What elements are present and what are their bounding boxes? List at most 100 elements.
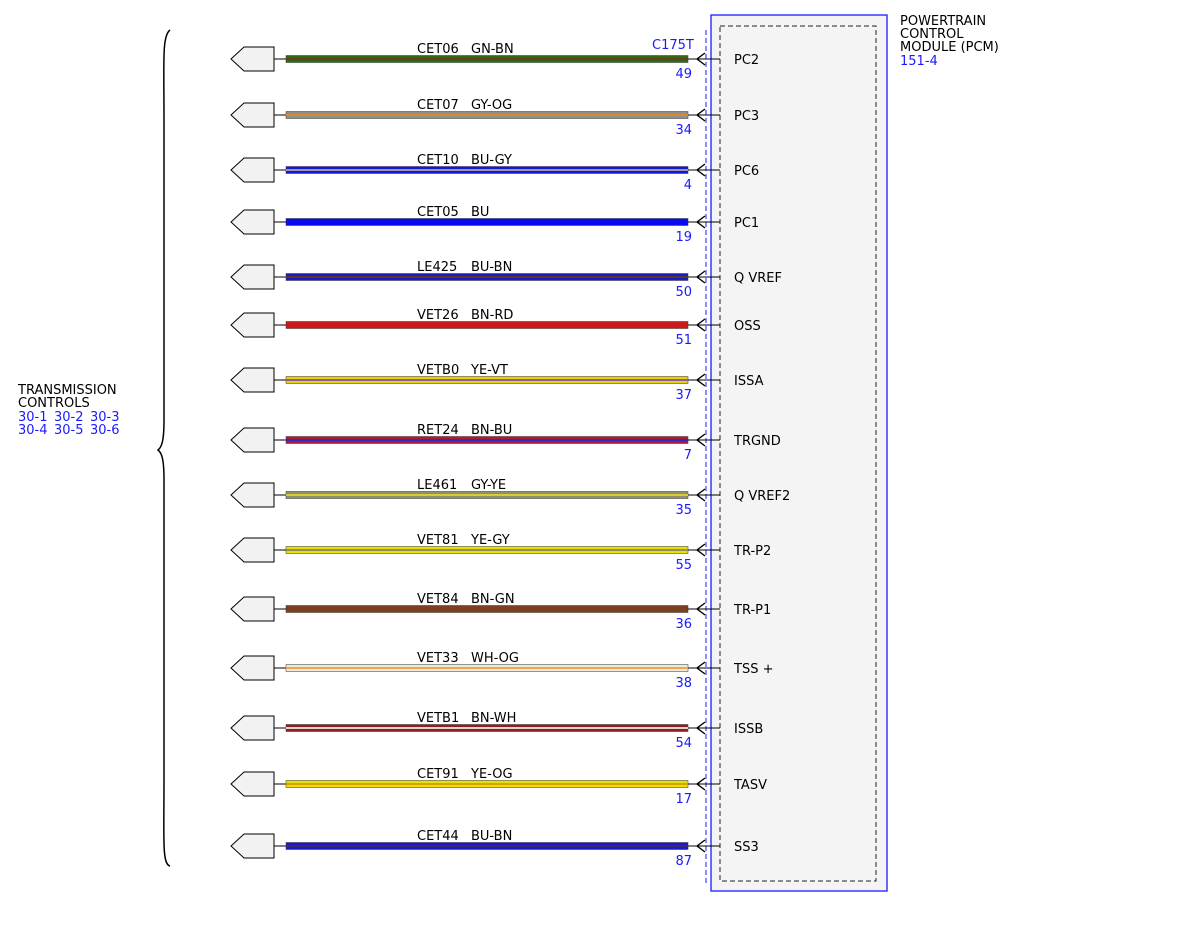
wire-stripe xyxy=(286,169,688,171)
terminal-connector-icon xyxy=(230,427,275,453)
wire-cet10[interactable]: CET10 BU-GY 4 PC6 xyxy=(230,153,759,193)
pin-number: 38 xyxy=(675,676,692,691)
pin-arrow-icon xyxy=(695,543,706,557)
pin-number: 34 xyxy=(675,123,692,138)
wire-le461[interactable]: LE461 GY-YE 35 Q VREF2 xyxy=(230,478,790,518)
pin-arrow-icon xyxy=(695,270,706,284)
connector-id[interactable]: C175T xyxy=(652,38,694,53)
wire-stripe xyxy=(286,58,688,60)
wire-vet84[interactable]: VET84 BN-GN 36 TR-P1 xyxy=(230,592,771,632)
wire-le425[interactable]: LE425 BU-BN 50 Q VREF xyxy=(230,260,782,300)
wire-vetb1[interactable]: VETB1 BN-WH 54 ISSB xyxy=(230,711,763,751)
pin-signal-name: TRGND xyxy=(733,434,781,449)
pin-signal-name: OSS xyxy=(734,319,761,334)
wire-color-code: BU xyxy=(471,205,489,220)
pin-signal-name: TSS + xyxy=(733,662,773,677)
pin-arrow-icon xyxy=(695,318,706,332)
pin-arrow-icon xyxy=(695,215,706,229)
pin-number: 19 xyxy=(675,230,692,245)
wire-stripe xyxy=(286,549,688,551)
pin-signal-name: PC6 xyxy=(734,164,759,179)
wire-stripe xyxy=(286,727,688,729)
wire-circuit-label: CET05 xyxy=(417,205,459,220)
module-title-line-1: POWERTRAIN xyxy=(900,14,986,29)
pin-arrow-icon xyxy=(695,721,706,735)
pin-arrow-icon xyxy=(695,661,706,675)
pin-arrow-icon xyxy=(695,488,706,502)
wire-color-code: YE-VT xyxy=(470,363,508,378)
pin-arrow-icon xyxy=(695,52,706,66)
pin-number: 35 xyxy=(675,503,692,518)
pin-signal-name: SS3 xyxy=(734,840,759,855)
wire-color-code: WH-OG xyxy=(471,651,519,666)
wire-circuit-label: CET06 xyxy=(417,42,459,57)
wire-vet26[interactable]: VET26 BN-RD 51 OSS xyxy=(230,308,761,348)
wire-color-code: BN-GN xyxy=(471,592,515,607)
transmission-controls-label: TRANSMISSION CONTROLS 30-1 30-2 30-3 30-… xyxy=(17,383,120,438)
wire-circuit-label: CET44 xyxy=(417,829,459,844)
pin-signal-name: Q VREF xyxy=(734,271,782,286)
wire-stripe xyxy=(286,379,688,381)
ref-link-30-3[interactable]: 30-3 xyxy=(90,410,120,425)
wire-color-code: GY-OG xyxy=(471,98,512,113)
wire-vet81[interactable]: VET81 YE-GY 55 TR-P2 xyxy=(230,533,771,573)
wire-stripe xyxy=(286,845,688,847)
wire-vetb0[interactable]: VETB0 YE-VT 37 ISSA xyxy=(230,363,764,403)
pin-number: 50 xyxy=(675,285,692,300)
pin-number: 87 xyxy=(675,854,692,869)
ref-link-30-1[interactable]: 30-1 xyxy=(18,410,48,425)
wire-color-code: BN-RD xyxy=(471,308,513,323)
wire-cet91[interactable]: CET91 YE-OG 17 TASV xyxy=(230,767,767,807)
wire-circuit-label: VET33 xyxy=(417,651,459,666)
module-ref-link[interactable]: 151-4 xyxy=(900,54,938,69)
pin-arrow-icon xyxy=(695,777,706,791)
wire-stripe xyxy=(286,667,688,669)
pin-number: 17 xyxy=(675,792,692,807)
wire-cet44[interactable]: CET44 BU-BN 87 SS3 xyxy=(230,829,759,869)
module-title-line-3: MODULE (PCM) xyxy=(900,40,999,55)
terminal-connector-icon xyxy=(230,209,275,235)
wire-circuit-label: CET91 xyxy=(417,767,459,782)
group-brace xyxy=(156,29,171,867)
pin-number: 49 xyxy=(675,67,692,82)
wire-circuit-label: RET24 xyxy=(417,423,459,438)
wire-vet33[interactable]: VET33 WH-OG 38 TSS + xyxy=(230,651,773,691)
pin-number: 7 xyxy=(684,448,692,463)
left-title-line-2: CONTROLS xyxy=(18,396,90,411)
module-title-line-2: CONTROL xyxy=(900,27,964,42)
ref-link-30-4[interactable]: 30-4 xyxy=(18,423,48,438)
module-outline xyxy=(710,14,888,892)
ref-link-30-6[interactable]: 30-6 xyxy=(90,423,120,438)
wire-circuit-label: LE461 xyxy=(417,478,457,493)
pin-signal-name: ISSB xyxy=(734,722,763,737)
wire-color-code: YE-OG xyxy=(470,767,513,782)
wire-cet05[interactable]: CET05 BU 19 PC1 xyxy=(230,205,759,245)
pin-signal-name: PC2 xyxy=(734,53,759,68)
wire-list: CET06 GN-BN 49 PC2 CET07 GY-OG 34 PC3 CET10 BU-GY… xyxy=(230,42,790,869)
pin-arrow-icon xyxy=(695,433,706,447)
wire-circuit-label: VET81 xyxy=(417,533,459,548)
pin-number: 37 xyxy=(675,388,692,403)
pin-number: 54 xyxy=(675,736,692,751)
wire-circuit-label: VETB0 xyxy=(417,363,459,378)
pin-signal-name: PC1 xyxy=(734,216,759,231)
pin-arrow-icon xyxy=(695,602,706,616)
wire-ret24[interactable]: RET24 BN-BU 7 TRGND xyxy=(230,423,781,463)
ref-link-30-5[interactable]: 30-5 xyxy=(54,423,84,438)
terminal-connector-icon xyxy=(230,312,275,338)
wire-color-code: BU-BN xyxy=(471,260,512,275)
ref-link-30-2[interactable]: 30-2 xyxy=(54,410,84,425)
terminal-connector-icon xyxy=(230,596,275,622)
wire-stripe xyxy=(286,114,688,116)
pin-number: 51 xyxy=(675,333,692,348)
wire-cet07[interactable]: CET07 GY-OG 34 PC3 xyxy=(230,98,759,138)
module-inner-dashed xyxy=(719,25,877,882)
pin-signal-name: TASV xyxy=(733,778,767,793)
terminal-connector-icon xyxy=(230,771,275,797)
pin-arrow-icon xyxy=(695,839,706,853)
wire-color-code: BN-BU xyxy=(471,423,512,438)
terminal-connector-icon xyxy=(230,102,275,128)
wire-cet06[interactable]: CET06 GN-BN 49 PC2 xyxy=(230,42,759,82)
terminal-connector-icon xyxy=(230,482,275,508)
terminal-connector-icon xyxy=(230,833,275,859)
